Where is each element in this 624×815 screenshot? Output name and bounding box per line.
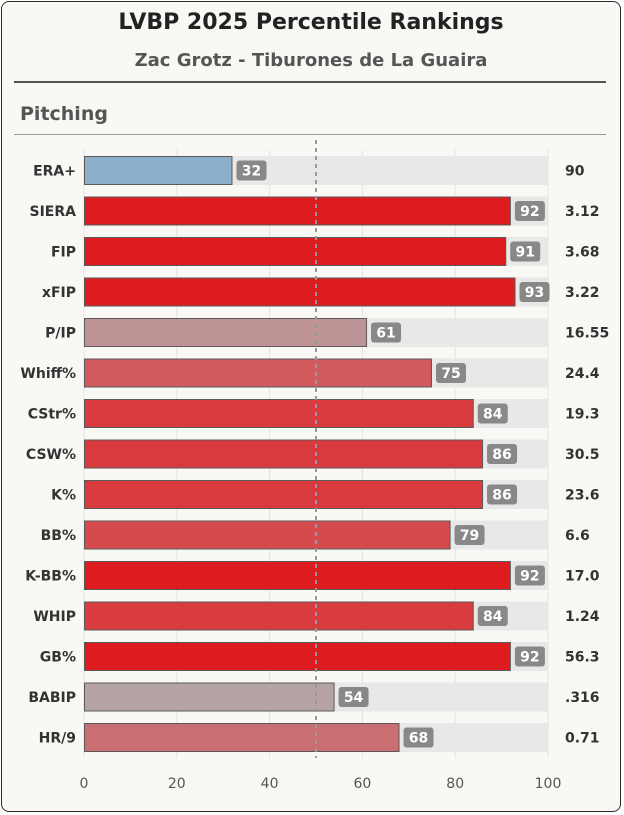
bar [84,196,511,226]
category-label: ERA+ [33,164,76,180]
x-tick-label: 100 [535,776,562,792]
category-label: CSW% [26,447,76,463]
category-label: FIP [51,245,76,261]
percentile-label: 75 [441,366,460,382]
stat-value: 16.55 [565,326,609,342]
percentile-label: 32 [242,164,261,180]
percentile-badge [514,565,545,586]
percentile-badge [477,403,508,424]
percentile-label: 91 [515,245,534,261]
stat-value: 24.4 [565,366,600,382]
percentile-label: 54 [344,690,364,706]
bar [84,480,484,509]
percentile-badge [436,363,466,383]
stat-value: 19.3 [565,407,600,423]
percentile-label: 93 [525,285,544,301]
category-label: K% [51,488,76,504]
percentile-badge [371,322,402,343]
header-divider [14,81,606,83]
percentile-badge [514,646,545,667]
section-divider [14,134,606,135]
percentile-badge [454,525,485,545]
category-label: P/IP [45,326,76,342]
chart-subtitle: Zac Grotz - Tiburones de La Guaira [134,50,488,71]
stat-value: 23.6 [565,488,600,504]
stat-value: 3.12 [565,204,600,220]
category-label: HR/9 [39,731,76,747]
percentile-label: 84 [483,609,503,625]
category-label: K-BB% [25,569,76,585]
percentile-badge [236,160,267,181]
x-tick-label: 80 [446,776,464,792]
percentile-badge [338,687,369,707]
bar [84,399,474,428]
bar [84,561,511,590]
stat-value: 6.6 [565,528,590,544]
percentile-label: 92 [520,204,539,220]
category-label: BB% [41,528,76,544]
percentile-label: 92 [520,650,539,666]
stat-value: 0.71 [565,731,600,747]
bar [84,318,368,347]
stat-value: 17.0 [565,569,600,585]
category-label: BABIP [28,690,76,706]
percentile-badge [487,484,518,505]
x-tick-label: 20 [168,776,186,792]
percentile-label: 86 [492,447,511,463]
percentile-label: 86 [492,488,511,504]
category-label: SIERA [30,204,77,220]
category-label: xFIP [42,285,76,301]
percentile-label: 84 [483,407,503,423]
percentile-label: 61 [376,326,395,342]
category-label: CStr% [28,407,76,423]
bar [84,723,400,752]
percentile-badge [514,201,545,221]
stat-value: 56.3 [565,650,600,666]
category-label: WHIP [33,609,76,625]
category-label: Whiff% [20,366,76,382]
stat-value: 1.24 [565,609,600,625]
percentile-badge [487,444,518,464]
x-tick-label: 40 [261,776,279,792]
section-heading: Pitching [20,103,108,125]
bar [84,237,507,266]
percentile-badge [403,727,434,748]
bar [84,520,451,550]
percentile-badge [519,282,550,302]
stat-value: 3.68 [565,245,600,261]
stat-value: 30.5 [565,447,600,463]
bar [84,439,484,469]
bar [84,642,511,671]
stat-value: .316 [565,690,600,706]
stat-value: 90 [565,164,585,180]
percentile-label: 79 [460,528,479,544]
chart-title: LVBP 2025 Percentile Rankings [118,10,504,35]
percentile-label: 92 [520,569,539,585]
category-label: GB% [40,650,76,666]
bar [84,682,335,712]
bar [84,358,432,388]
percentile-label: 68 [409,731,428,747]
bar [84,601,474,631]
percentile-badge [510,241,541,262]
bar [84,156,233,185]
bar [84,277,516,307]
x-tick-label: 0 [80,776,89,792]
x-tick-label: 60 [353,776,371,792]
percentile-badge [477,606,508,626]
stat-value: 3.22 [565,285,600,301]
